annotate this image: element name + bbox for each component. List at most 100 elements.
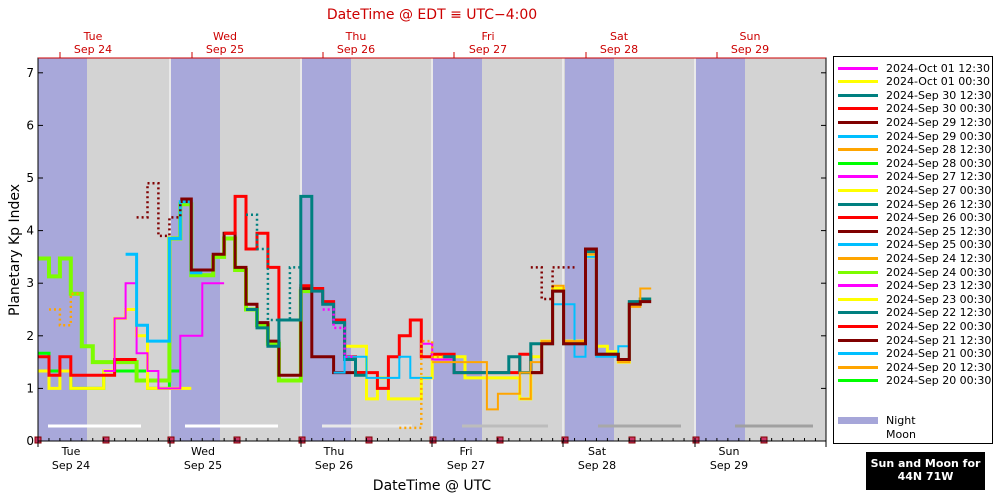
legend-label: 2024-Sep 27 12:30: [886, 170, 992, 184]
plot-background: [34, 58, 827, 444]
legend-label: 2024-Sep 20 00:30: [886, 374, 992, 388]
legend-entry: 2024-Sep 25 00:30: [838, 238, 991, 252]
legend-label: 2024-Sep 23 00:30: [886, 292, 992, 306]
legend-swatch: [838, 120, 878, 124]
top-day-dow: Sat: [610, 30, 629, 43]
legend-entry: 2024-Sep 28 12:30: [838, 143, 991, 157]
kp-traces: [38, 182, 652, 430]
legend-swatch: [838, 202, 878, 206]
legend-swatch: [838, 430, 878, 438]
moon-marker: [429, 436, 437, 444]
legend-entry: 2024-Sep 22 00:30: [838, 319, 991, 333]
bottom-day-date: Sep 28: [578, 459, 616, 472]
legend-entry: 2024-Oct 01 12:30: [838, 61, 990, 75]
moon-marker: [298, 436, 306, 444]
legend-swatch: [838, 256, 878, 260]
legend-swatch: [838, 175, 878, 179]
legend-entry: 2024-Sep 27 12:30: [838, 170, 991, 184]
legend-label: 2024-Sep 30 00:30: [886, 102, 992, 116]
legend-swatch: [838, 379, 878, 383]
moon-marker: [167, 436, 175, 444]
legend-entry: 2024-Sep 29 00:30: [838, 129, 991, 143]
legend-label: 2024-Sep 27 00:30: [886, 183, 992, 197]
legend-label: 2024-Sep 21 12:30: [886, 333, 992, 347]
legend-swatch: [838, 66, 878, 70]
top-day-date: Sep 27: [469, 43, 507, 56]
kp-trace: [421, 342, 455, 361]
night-band: [171, 58, 220, 441]
moon-marker: [692, 436, 700, 444]
bottom-day-date: Sep 27: [447, 459, 485, 472]
top-day-dow: Tue: [83, 30, 103, 43]
x-axis-label: DateTime @ UTC: [373, 478, 492, 494]
bottom-day-dow: Thu: [323, 445, 345, 458]
legend-swatch: [838, 352, 878, 356]
legend-entry: 2024-Sep 23 00:30: [838, 292, 991, 306]
legend-entry: 2024-Sep 28 00:30: [838, 156, 991, 170]
legend-swatch: [838, 148, 878, 152]
legend-swatch: [838, 311, 878, 315]
top-day-dow: Sun: [740, 30, 761, 43]
legend-label: 2024-Sep 29 12:30: [886, 115, 992, 129]
legend-entry: 2024-Oct 01 00:30: [838, 75, 990, 89]
legend-label: 2024-Sep 24 00:30: [886, 265, 992, 279]
legend-label: 2024-Sep 21 00:30: [886, 347, 992, 361]
moon-marker: [102, 436, 110, 444]
bottom-day-date: Sep 24: [52, 459, 90, 472]
sun-moon-box[interactable]: Sun and Moon for 44N 71W: [866, 452, 985, 490]
legend-entry: 2024-Sep 26 12:30: [838, 197, 991, 211]
kp-forecast-trace: [136, 182, 192, 238]
legend-entry-moon: Moon: [838, 427, 916, 441]
legend-label: 2024-Sep 28 12:30: [886, 143, 992, 157]
legend-label: 2024-Sep 26 00:30: [886, 211, 992, 225]
legend-label: 2024-Sep 24 12:30: [886, 251, 992, 265]
legend-label: 2024-Sep 26 12:30: [886, 197, 992, 211]
legend-swatch: [838, 216, 878, 220]
bottom-day-date: Sep 26: [315, 459, 353, 472]
kp-forecast-trace: [49, 292, 82, 327]
moon-marker: [760, 436, 768, 444]
bottom-day-date: Sep 29: [710, 459, 748, 472]
legend-swatch: [838, 284, 878, 288]
y-tick-label: 1: [26, 381, 34, 395]
top-day-date: Sep 29: [731, 43, 769, 56]
moon-marker: [628, 436, 636, 444]
legend-entry: 2024-Sep 23 12:30: [838, 279, 991, 293]
legend-entry: 2024-Sep 20 00:30: [838, 374, 991, 388]
legend-swatch: [838, 93, 878, 97]
legend-entry: 2024-Sep 25 12:30: [838, 224, 991, 238]
night-band: [38, 58, 87, 441]
kp-trace: [246, 194, 367, 377]
moon-marker: [496, 436, 504, 444]
legend-entry: 2024-Sep 24 12:30: [838, 251, 991, 265]
bottom-day-dow: Wed: [191, 445, 215, 458]
bottom-day-dow: Tue: [61, 445, 81, 458]
kp-trace: [103, 282, 225, 390]
legend-label: 2024-Oct 01 12:30: [886, 61, 990, 75]
y-axis-label: Planetary Kp Index: [7, 184, 23, 316]
legend-swatch: [838, 270, 878, 274]
legend-swatch: [838, 188, 878, 192]
top-day-dow: Wed: [213, 30, 237, 43]
legend-entry: 2024-Sep 27 00:30: [838, 183, 991, 197]
legend-label: 2024-Sep 25 12:30: [886, 224, 992, 238]
legend-label: Moon: [886, 427, 916, 441]
y-tick-label: 2: [26, 329, 34, 343]
y-tick-label: 4: [26, 224, 34, 238]
legend-entry: 2024-Sep 29 12:30: [838, 115, 991, 129]
legend-label: 2024-Sep 25 00:30: [886, 238, 992, 252]
legend-label: 2024-Sep 29 00:30: [886, 129, 992, 143]
legend-label: 2024-Sep 30 12:30: [886, 88, 992, 102]
legend: 2024-Oct 01 12:30 2024-Oct 01 00:30 2024-S…: [833, 56, 993, 444]
legend-label: 2024-Sep 22 00:30: [886, 319, 992, 333]
legend-entry: 2024-Sep 26 00:30: [838, 211, 991, 225]
legend-entry-night: Night: [838, 413, 916, 427]
legend-swatch: [838, 161, 878, 165]
legend-label: 2024-Sep 28 00:30: [886, 156, 992, 170]
top-day-dow: Thu: [345, 30, 367, 43]
top-title: DateTime @ EDT ≡ UTC−4:00: [327, 7, 537, 23]
legend-swatch: [838, 243, 878, 247]
moon-marker: [233, 436, 241, 444]
